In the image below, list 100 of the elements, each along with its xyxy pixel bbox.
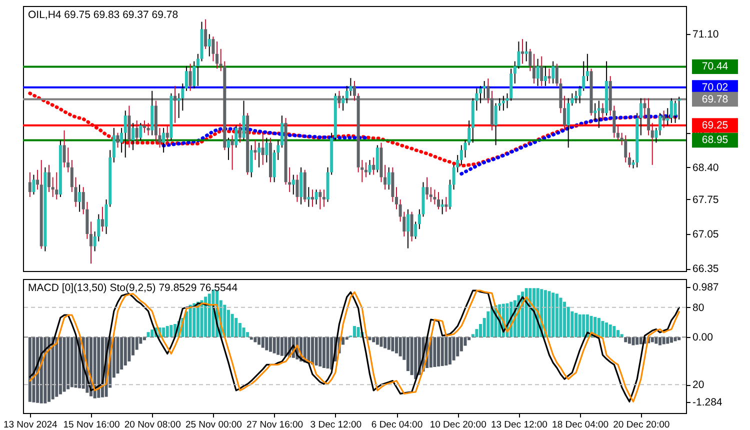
candlestick	[494, 102, 498, 146]
y-tick-label: 66.35	[692, 263, 719, 276]
bar	[32, 337, 36, 402]
bar	[574, 312, 578, 338]
candlestick	[353, 80, 356, 102]
y2-tick-label: 20	[692, 379, 704, 392]
candlestick	[429, 186, 432, 202]
candlestick	[574, 90, 578, 104]
candlestick	[238, 122, 242, 144]
bar	[437, 337, 440, 366]
candlestick	[280, 115, 284, 148]
candlestick	[32, 174, 36, 196]
bar	[555, 294, 558, 338]
bar	[376, 337, 379, 345]
bar	[372, 337, 376, 342]
chart-title: MACD [0](13,50) Sto(9,2,5) 79.8529 76.5544	[28, 282, 238, 294]
bar	[578, 314, 582, 338]
bar	[70, 337, 74, 388]
candlestick	[90, 221, 93, 264]
candlestick	[100, 206, 104, 232]
bar	[188, 304, 192, 338]
candlestick	[250, 144, 253, 178]
candlestick	[548, 68, 551, 84]
candlestick	[184, 66, 188, 92]
candlestick	[258, 142, 261, 168]
candlestick	[36, 169, 40, 190]
candlestick	[670, 98, 673, 124]
bar	[62, 337, 66, 392]
y-tick-label: 71.10	[692, 28, 719, 41]
bar	[208, 294, 211, 338]
candlestick	[188, 63, 192, 92]
bar	[48, 337, 51, 402]
bar	[326, 337, 330, 368]
candlestick	[674, 100, 677, 124]
candlestick	[265, 137, 268, 163]
bar	[272, 337, 276, 354]
bar	[170, 325, 173, 338]
candlestick	[230, 134, 234, 170]
x-tick-label: 20 Nov 08:00	[124, 420, 181, 430]
bar	[146, 332, 150, 338]
bar	[58, 337, 62, 394]
ref-line-label: 69.25	[702, 119, 728, 132]
candlestick	[55, 172, 58, 200]
bar	[678, 337, 681, 340]
candlestick	[296, 174, 299, 202]
candlestick	[314, 189, 318, 205]
bar	[456, 337, 460, 356]
candlestick	[426, 176, 429, 200]
bar	[74, 337, 78, 388]
candlestick	[624, 134, 628, 163]
bar	[448, 337, 452, 364]
candlestick	[594, 102, 597, 121]
bar	[601, 320, 604, 338]
bar	[433, 337, 436, 367]
y-tick-label: 0.987	[692, 282, 719, 294]
bar	[353, 326, 356, 338]
candlestick	[261, 132, 264, 166]
bar	[670, 337, 673, 343]
bar	[280, 337, 284, 356]
x-tick-label: 27 Nov 16:00	[246, 420, 304, 430]
candlestick	[112, 127, 116, 163]
candlestick	[444, 196, 448, 212]
candlestick	[440, 198, 444, 215]
candlestick	[132, 122, 135, 151]
candlestick	[307, 186, 310, 208]
candlestick	[544, 66, 547, 86]
candlestick	[254, 140, 257, 160]
bar	[650, 337, 654, 342]
candlestick	[310, 189, 314, 208]
x-tick-label: 20 Dec 20:00	[613, 420, 670, 430]
bar	[570, 311, 574, 338]
bar	[120, 337, 124, 370]
bar	[391, 337, 394, 352]
bar	[398, 337, 402, 356]
x-tick-label: 6 Dec 04:00	[371, 420, 423, 430]
candlestick	[658, 112, 662, 136]
candlestick	[384, 164, 387, 190]
candlestick	[524, 41, 528, 62]
candlestick	[376, 144, 379, 173]
bar	[330, 337, 334, 370]
candlestick	[135, 120, 138, 144]
candlestick	[468, 120, 471, 146]
bar	[559, 298, 562, 338]
candlestick	[364, 162, 368, 178]
candlestick	[124, 110, 127, 158]
bar	[612, 326, 616, 338]
x-tick-label: 10 Dec 20:00	[430, 420, 486, 430]
candlestick	[318, 189, 322, 210]
candlestick	[48, 164, 51, 193]
bar	[410, 337, 414, 376]
bar	[608, 324, 612, 338]
bar	[55, 337, 58, 397]
bar	[440, 337, 444, 366]
y-tick-label: 67.05	[692, 228, 719, 240]
candlestick	[414, 221, 418, 240]
candlestick	[666, 108, 670, 126]
bar	[632, 337, 635, 346]
candlestick	[410, 211, 414, 242]
bar	[548, 291, 551, 338]
bar	[384, 337, 387, 348]
